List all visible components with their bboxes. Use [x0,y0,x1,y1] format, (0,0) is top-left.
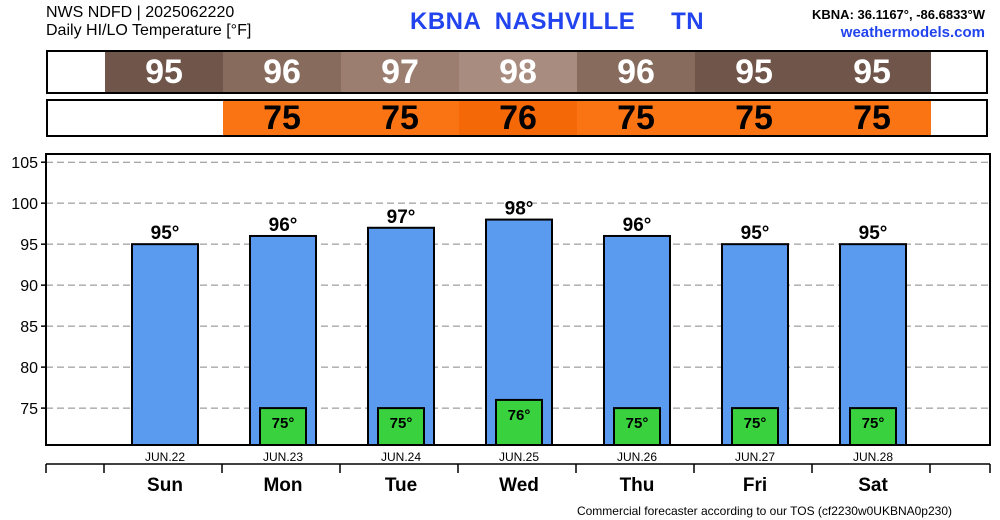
variable-line: Daily HI/LO Temperature [°F] [46,22,252,39]
y-tick-label: 100 [11,196,38,213]
date-label: JUN.22 [145,450,185,464]
y-tick-label: 75 [20,401,38,418]
high-bar-label: 95° [151,223,180,244]
date-label: JUN.28 [853,450,893,464]
high-temp-cell-0: 95 [105,52,223,92]
high-bar-label: 95° [859,223,888,244]
low-temp-cell-1: 75 [223,99,341,137]
high-bar-label: 96° [269,215,298,236]
city-name: NASHVILLE [494,8,636,35]
y-tick-label: 105 [11,155,38,172]
station-id: KBNA [410,8,481,35]
high-bar-label: 96° [623,215,652,236]
product-line: NWS NDFD | 2025062220 [46,4,235,21]
high-temp-cell-2: 97 [341,52,459,92]
high-bar-label: 95° [741,223,770,244]
high-temp-cell-1: 96 [223,52,341,92]
low-temp-cell-4: 75 [577,99,695,137]
plot-frame [45,153,991,446]
high-temperature-strip: 95 96 97 98 96 95 95 [46,50,988,94]
low-bar-label: 75° [390,415,413,432]
y-tick-label: 85 [20,319,38,336]
low-temp-cell-6: 75 [813,99,931,137]
high-bar-label: 98° [505,199,534,220]
low-bar-label: 76° [508,407,531,424]
y-tick-label: 80 [20,360,38,377]
low-temp-cell-5: 75 [695,99,813,137]
low-bar-label: 75° [862,415,885,432]
site-link[interactable]: weathermodels.com [840,24,985,41]
date-label: JUN.24 [381,450,421,464]
high-temp-cell-3: 98 [459,52,577,92]
low-temp-cell-2: 75 [341,99,459,137]
day-label: Tue [385,475,417,496]
high-temp-cell-4: 96 [577,52,695,92]
low-bar [613,407,661,446]
low-temp-cell-0 [105,101,223,135]
low-bar [495,398,543,447]
header-left: NWS NDFD | 2025062220 Daily HI/LO Temper… [46,4,251,40]
y-tick-label: 95 [20,237,38,254]
day-label: Mon [263,475,302,496]
high-bar-label: 97° [387,207,416,228]
date-label: JUN.26 [617,450,657,464]
header-right: KBNA: 36.1167°, -86.6833°W weathermodels… [812,6,985,42]
location-title: KBNA NASHVILLE TN [410,8,704,36]
day-label: Fri [743,475,767,496]
high-temp-cell-6: 95 [813,52,931,92]
footer-note: Commercial forecaster according to our T… [576,504,952,518]
state-code: TN [671,8,705,35]
coordinates: KBNA: 36.1167°, -86.6833°W [812,7,985,22]
date-label: JUN.23 [263,450,303,464]
low-bar-label: 75° [272,415,295,432]
high-temp-cell-5: 95 [695,52,813,92]
day-label: Sun [147,475,183,496]
y-tick-label: 90 [20,278,38,295]
low-temperature-strip: 75 75 76 75 75 75 [46,99,988,137]
date-label: JUN.27 [735,450,775,464]
day-label: Sat [858,475,888,496]
day-label: Thu [620,475,655,496]
high-bar [131,243,199,446]
low-bar-label: 75° [626,415,649,432]
date-label: JUN.25 [499,450,539,464]
low-bar-label: 75° [744,415,767,432]
day-label: Wed [499,475,539,496]
low-temp-cell-3: 76 [459,99,577,137]
